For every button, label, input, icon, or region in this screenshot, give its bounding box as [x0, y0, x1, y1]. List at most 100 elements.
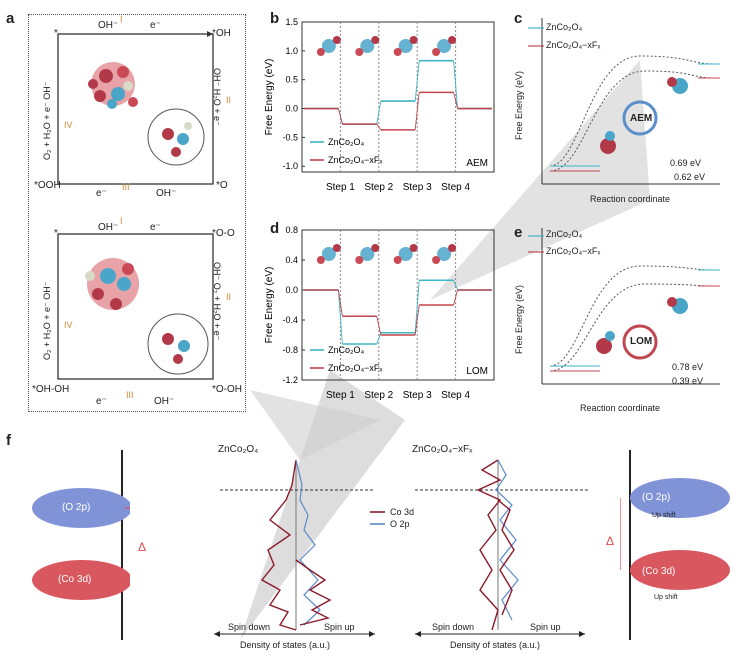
- aem-step-I: I: [120, 14, 123, 24]
- lom-step-I: I: [120, 216, 123, 226]
- y-tick-label: -0.8: [282, 345, 298, 355]
- y-tick-label: 0.0: [285, 285, 298, 295]
- aem-oh-minus-bottom: OH⁻: [156, 188, 177, 199]
- x-category-label: Step 1: [326, 390, 355, 401]
- x-category-label: Step 4: [441, 390, 470, 401]
- e-legend-2: ZnCo₂O₄−xFₓ: [546, 246, 601, 256]
- cluster-atom: [448, 244, 457, 252]
- panel-f-label: f: [6, 432, 11, 449]
- legend-label: ZnCo₂O₄−xFₓ: [328, 363, 382, 373]
- plot-frame: [301, 229, 495, 381]
- panel-c-label: c: [514, 10, 523, 27]
- c-xlabel: Reaction coordinate: [590, 194, 671, 204]
- y-tick-label: 0.8: [285, 225, 298, 235]
- chart-d: 0.8 0.4 0.0 -0.4 -0.8 -1.2 Free Energy (eV) ZnC…: [264, 225, 495, 401]
- mechanism-label: LOM: [466, 366, 488, 377]
- legend-label: ZnCo₂O₄−xFₓ: [328, 155, 382, 165]
- aem-step-III: III: [122, 182, 130, 192]
- e-xlabel: Reaction coordinate: [580, 403, 661, 413]
- energy-connector: [376, 332, 382, 345]
- cluster-atom: [409, 36, 418, 44]
- f-left-lower: (Co 3d): [58, 574, 92, 585]
- panel-b-label: b: [270, 10, 280, 27]
- lom-cluster: [85, 258, 139, 310]
- lom-oh-minus-bottom: OH⁻: [154, 396, 175, 407]
- f-spin-up-1: Spin up: [324, 622, 355, 632]
- x-category-label: Step 3: [403, 390, 432, 401]
- cluster-atom: [355, 256, 364, 264]
- lom-e-minus-bottom: e⁻: [96, 396, 107, 407]
- y-tick-label: 0.5: [285, 75, 298, 85]
- f-right-delta: Δ: [606, 534, 615, 548]
- cluster-atom: [332, 36, 341, 44]
- energy-connector: [337, 289, 343, 345]
- aem-o-intermediate: *O: [216, 180, 228, 191]
- f-spin-down-2: Spin down: [432, 622, 475, 632]
- lom-start: *: [54, 228, 58, 239]
- energy-connector: [376, 316, 382, 336]
- y-tick-label: 0.0: [285, 104, 298, 114]
- c-legend-1: ZnCo₂O₄: [546, 22, 583, 32]
- cluster-atom: [393, 48, 402, 56]
- aem-cluster: [88, 62, 138, 109]
- cluster-atom: [355, 48, 364, 56]
- legend-label: ZnCo₂O₄: [328, 137, 365, 147]
- cluster-atom: [316, 48, 325, 56]
- e-legend-1: ZnCo₂O₄: [546, 229, 583, 239]
- aem-e-minus-bottom: e⁻: [96, 188, 107, 199]
- e-mechanism: LOM: [630, 336, 653, 347]
- f-xlabel-1: Density of states (a.u.): [240, 640, 331, 650]
- mechanism-label: AEM: [466, 158, 488, 169]
- plot-frame: [301, 21, 495, 173]
- f-dos2-title: ZnCo₂O₄−xFₓ: [412, 444, 473, 455]
- cluster-atom: [409, 244, 418, 252]
- cluster-atom: [316, 256, 325, 264]
- cluster-atom: [321, 247, 336, 261]
- y-tick-label: -0.4: [282, 315, 298, 325]
- lom-left-side: O₂ + H₂O + e⁻ OH⁻: [42, 281, 52, 360]
- panel-a-diagram: [57, 31, 214, 380]
- f-legend-co3d: Co 3d: [390, 507, 415, 517]
- lom-e-minus-top: e⁻: [150, 222, 161, 233]
- energy-connector: [453, 92, 459, 109]
- aem-ooh-intermediate: *OOH: [34, 180, 61, 191]
- lom-oo-intermediate: *O-O: [212, 228, 235, 239]
- lom-step-III: III: [126, 390, 134, 400]
- panel-e-label: e: [514, 224, 523, 241]
- cluster-atom: [437, 247, 452, 261]
- energy-connector: [453, 60, 459, 109]
- energy-connector: [376, 123, 382, 131]
- f-spin-up-2: Spin up: [530, 622, 561, 632]
- aem-step-IV: IV: [64, 120, 73, 130]
- x-category-label: Step 2: [364, 390, 393, 401]
- c-ylabel: Free Energy (eV): [514, 70, 524, 140]
- y-tick-label: -1.0: [282, 161, 298, 171]
- energy-connector: [414, 304, 420, 336]
- f-right-upper: (O 2p): [642, 492, 671, 503]
- c-value-1: 0.69 eV: [670, 158, 702, 168]
- f-right-shift-1: Up shift: [652, 512, 676, 519]
- lom-ooh-oh: *O-OH: [212, 384, 242, 395]
- lom-step-II: II: [226, 292, 232, 302]
- cluster-atom: [371, 36, 380, 44]
- energy-connector: [376, 100, 382, 125]
- f-dos1-title: ZnCo₂O₄: [218, 444, 259, 455]
- panel-f-left-schematic: [32, 450, 130, 640]
- lom-right-side: OH⁻ O₂ + H₂O + e⁻: [212, 262, 222, 341]
- f-xlabel-2: Density of states (a.u.): [450, 640, 541, 650]
- aem-start: *: [54, 28, 58, 39]
- e-ylabel: Free Energy (eV): [514, 284, 524, 354]
- energy-connector: [414, 280, 420, 333]
- aem-left-side: O₂ + H₂O + e⁻ OH⁻: [42, 81, 52, 160]
- c-legend-2: ZnCo₂O₄−xFₓ: [546, 40, 601, 50]
- f-left-upper: (O 2p): [62, 502, 91, 513]
- aem-e-minus-top: e⁻: [150, 20, 161, 31]
- cluster-atom: [398, 39, 413, 53]
- x-category-label: Step 3: [403, 182, 432, 193]
- panel-d-label: d: [270, 220, 280, 237]
- e-value-1: 0.78 eV: [672, 362, 704, 372]
- energy-connector: [337, 108, 343, 125]
- energy-connector: [414, 60, 420, 102]
- energy-connector: [453, 289, 459, 306]
- energy-connector: [414, 92, 420, 130]
